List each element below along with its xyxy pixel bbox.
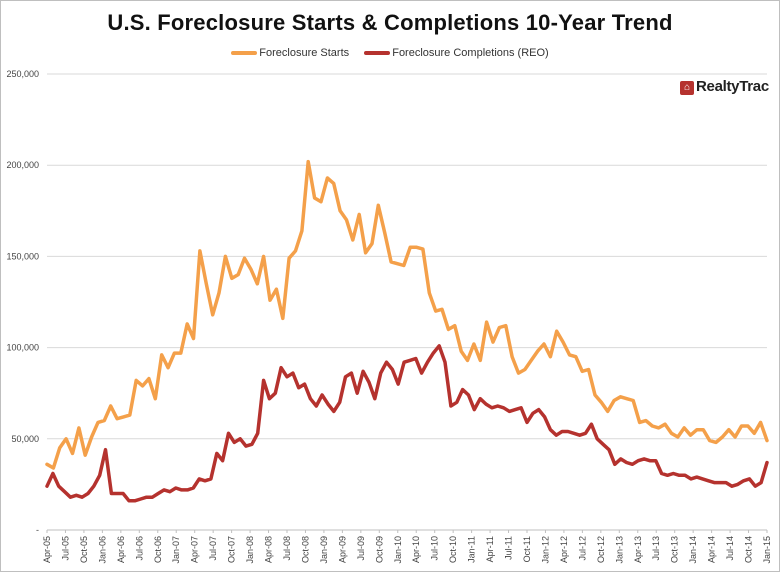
x-tick-label: Jan-15 [762, 536, 772, 564]
legend-item-completions: Foreclosure Completions (REO) [364, 47, 549, 59]
x-tick-label: Jul-14 [725, 536, 735, 561]
x-tick-label: Oct-08 [300, 536, 310, 563]
y-tick-label: 250,000 [6, 69, 39, 79]
x-tick-label: Jul-05 [60, 536, 70, 561]
x-tick-label: Oct-14 [744, 536, 754, 563]
x-tick-label: Apr-12 [559, 536, 569, 563]
x-tick-label: Jan-13 [614, 536, 624, 564]
x-tick-label: Jan-08 [245, 536, 255, 564]
x-tick-label: Oct-07 [227, 536, 237, 563]
x-tick-label: Jan-10 [393, 536, 403, 564]
x-tick-label: Jan-06 [97, 536, 107, 564]
x-tick-label: Apr-05 [42, 536, 52, 563]
x-tick-label: Oct-09 [374, 536, 384, 563]
x-tick-label: Apr-14 [707, 536, 717, 563]
house-icon: ⌂ [680, 81, 694, 95]
x-tick-label: Jan-14 [688, 536, 698, 564]
y-tick-label: 200,000 [6, 160, 39, 170]
y-tick-label: 100,000 [6, 343, 39, 353]
x-tick-label: Oct-12 [596, 536, 606, 563]
x-tick-label: Apr-10 [411, 536, 421, 563]
y-tick-label: - [36, 525, 39, 535]
x-tick-label: Apr-11 [485, 536, 495, 562]
x-tick-label: Jan-09 [319, 536, 329, 564]
x-tick-label: Jan-12 [540, 536, 550, 564]
x-tick-label: Apr-07 [190, 536, 200, 563]
x-tick-label: Apr-13 [633, 536, 643, 563]
x-tick-label: Jul-08 [282, 536, 292, 561]
x-tick-label: Jul-11 [504, 536, 514, 560]
legend-label-starts: Foreclosure Starts [259, 47, 350, 59]
chart-legend: Foreclosure Starts Foreclosure Completio… [0, 47, 780, 59]
y-tick-label: 150,000 [6, 251, 39, 261]
x-tick-label: Jul-12 [577, 536, 587, 561]
x-tick-label: Oct-13 [670, 536, 680, 563]
legend-swatch-completions [364, 51, 391, 56]
x-tick-label: Oct-05 [79, 536, 89, 563]
x-tick-label: Jul-13 [651, 536, 661, 561]
y-tick-label: 50,000 [11, 434, 39, 444]
x-tick-label: Apr-09 [337, 536, 347, 563]
legend-swatch-starts [231, 51, 258, 56]
x-tick-label: Oct-06 [153, 536, 163, 563]
x-tick-label: Jul-09 [356, 536, 366, 561]
logo-text: RealtyTrac [696, 78, 769, 95]
series-line-completions [45, 344, 769, 503]
chart-title: U.S. Foreclosure Starts & Completions 10… [107, 10, 673, 35]
legend-label-completions: Foreclosure Completions (REO) [392, 47, 549, 59]
x-tick-label: Jul-07 [208, 536, 218, 561]
realtytrac-logo: ⌂ RealtyTrac [680, 78, 769, 95]
x-tick-label: Jul-10 [430, 536, 440, 561]
x-tick-label: Oct-10 [448, 536, 458, 563]
series-line-starts [45, 159, 769, 470]
legend-item-starts: Foreclosure Starts [231, 47, 349, 59]
x-tick-label: Jan-07 [171, 536, 181, 564]
x-tick-label: Oct-11 [522, 536, 532, 562]
x-tick-label: Jan-11 [467, 536, 477, 563]
x-tick-label: Apr-08 [264, 536, 274, 563]
x-tick-label: Jul-06 [134, 536, 144, 561]
x-tick-label: Apr-06 [116, 536, 126, 563]
